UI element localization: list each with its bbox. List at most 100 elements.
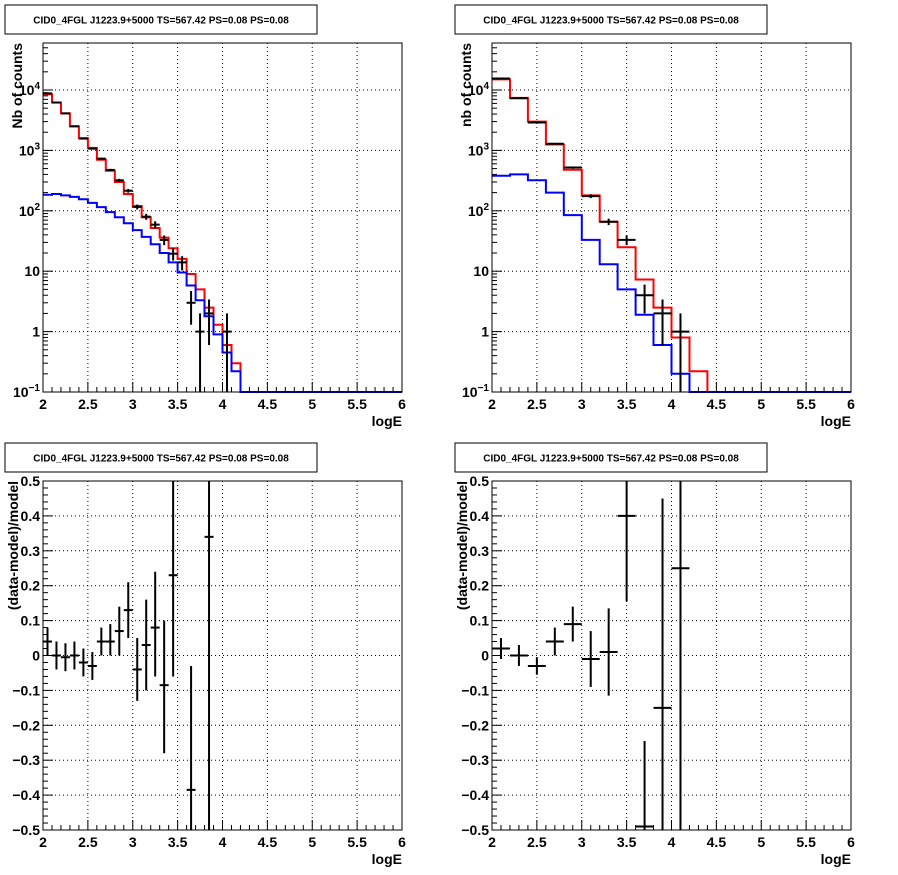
y-axis-title: (data-model)/model [454, 481, 470, 610]
y-tick-label: 0 [32, 648, 40, 664]
data-point [150, 571, 160, 677]
y-tick-label: 102 [468, 202, 490, 219]
y-tick-label: 0 [481, 648, 489, 664]
data-point [599, 608, 618, 696]
data-point [123, 582, 133, 639]
x-tick-label: 6 [847, 396, 855, 412]
x-tick-label: 3.5 [617, 396, 637, 412]
x-tick-label: 2 [488, 834, 496, 850]
y-tick-exponent: 4 [34, 81, 40, 92]
y-tick-exponent: −1 [29, 383, 41, 394]
y-tick-exponent: −1 [478, 383, 490, 394]
y-tick-base: 10 [19, 82, 35, 98]
data-point [69, 125, 79, 128]
chart-pad-1: CID0_4FGL J1223.9+5000 TS=567.42 PS=0.08… [4, 4, 406, 429]
x-tick-label: 4 [668, 396, 676, 412]
y-tick-label: 1 [32, 324, 40, 340]
y-tick-exponent: 2 [34, 202, 40, 213]
y-tick-exponent: 4 [483, 81, 489, 92]
x-tick-label: 2 [488, 396, 496, 412]
y-tick-label: 0.2 [470, 578, 490, 594]
x-tick-label: 5.5 [796, 396, 816, 412]
data-series [492, 77, 690, 392]
y-tick-label: 10 [473, 263, 489, 279]
data-point [141, 599, 151, 691]
data-point [527, 121, 546, 124]
y-axis-title: (data-model)/model [5, 481, 21, 610]
y-tick-base: 1 [481, 324, 489, 340]
y-tick-label: 0.1 [470, 613, 490, 629]
x-tick-label: 5 [308, 834, 316, 850]
data-point [671, 481, 690, 830]
data-point [141, 213, 151, 220]
x-tick-label: 2 [39, 834, 47, 850]
grid [492, 43, 851, 392]
chart-pad-3: CID0_4FGL J1223.9+5000 TS=567.42 PS=0.08… [4, 442, 406, 867]
y-tick-label: 0.4 [470, 508, 490, 524]
x-tick-label: 5 [308, 396, 316, 412]
data-point [60, 643, 70, 672]
y-tick-label: 104 [468, 81, 490, 98]
title-box [4, 4, 318, 35]
y-tick-label: 103 [468, 141, 490, 158]
data-point [671, 313, 690, 392]
y-tick-label: −0.3 [461, 752, 489, 768]
data-point [635, 284, 654, 314]
x-axis-title: logE [372, 851, 402, 867]
x-tick-label: 4 [219, 834, 227, 850]
data-point [563, 166, 582, 169]
data-point [105, 624, 115, 656]
data-point [51, 101, 61, 104]
data-point [159, 620, 169, 754]
plot-frame [42, 480, 403, 831]
y-tick-label: 0.2 [21, 578, 41, 594]
title-box [454, 4, 768, 35]
y-tick-label: −0.4 [12, 787, 40, 803]
y-tick-label: 103 [19, 141, 41, 158]
x-tick-label: 6 [847, 834, 855, 850]
y-tick-base: 10 [468, 142, 484, 158]
y-tick-base: 10 [24, 263, 40, 279]
data-point [617, 235, 636, 246]
y-tick-label: 10 [24, 263, 40, 279]
data-point [43, 92, 52, 95]
x-tick-label: 4.5 [258, 834, 278, 850]
y-tick-label: 0.4 [21, 508, 41, 524]
y-tick-base: 10 [462, 384, 478, 400]
data-point [60, 112, 70, 115]
data-point [159, 235, 169, 246]
y-tick-base: 10 [19, 203, 35, 219]
x-tick-label: 4.5 [707, 396, 727, 412]
data-point [51, 641, 61, 670]
data-point [204, 299, 214, 345]
x-tick-label: 5.5 [347, 834, 367, 850]
title-box [454, 442, 768, 473]
x-tick-label: 4.5 [707, 834, 727, 850]
y-tick-base: 10 [19, 142, 35, 158]
y-tick-label: 1 [481, 324, 489, 340]
data-point [43, 627, 52, 656]
data-point [581, 194, 600, 199]
y-tick-label: −0.2 [12, 717, 40, 733]
data-point [653, 299, 672, 345]
grid [492, 481, 851, 830]
y-axis-title: nb of counts [458, 43, 474, 127]
plot-frame [491, 42, 852, 393]
x-tick-label: 3 [129, 834, 137, 850]
data-point [78, 137, 88, 140]
data-point [78, 648, 88, 677]
data-point [96, 157, 106, 160]
x-tick-label: 5.5 [796, 834, 816, 850]
data-point [123, 188, 133, 193]
x-tick-label: 3 [129, 396, 137, 412]
x-axis-title: logE [372, 413, 402, 429]
x-tick-label: 3 [578, 834, 586, 850]
data-point [195, 313, 205, 392]
x-tick-label: 6 [398, 834, 406, 850]
data-point [177, 256, 187, 271]
data-point [509, 97, 528, 100]
data-point [527, 657, 546, 675]
x-tick-label: 2.5 [78, 834, 98, 850]
data-point [114, 178, 124, 182]
y-tick-label: 0.3 [470, 543, 490, 559]
